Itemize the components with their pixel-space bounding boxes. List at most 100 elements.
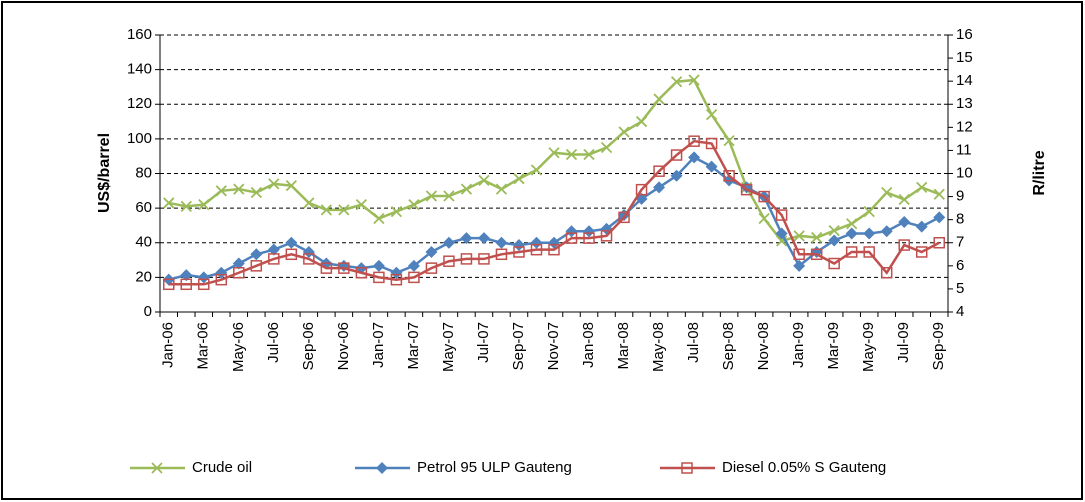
marker-stroke xyxy=(478,174,490,187)
data-point xyxy=(513,173,525,185)
data-point xyxy=(723,170,735,182)
x-tick-label: May-08 xyxy=(650,322,667,372)
data-point xyxy=(233,183,245,195)
x-tick-label: May-06 xyxy=(230,322,247,372)
data-point xyxy=(513,246,525,258)
data-point xyxy=(460,253,473,265)
data-point xyxy=(915,220,928,233)
marker-stroke xyxy=(355,199,368,211)
data-point xyxy=(285,248,298,261)
data-point xyxy=(565,232,578,244)
data-point xyxy=(548,147,560,159)
y2-tick-label: 12 xyxy=(956,118,973,135)
data-point xyxy=(478,174,490,187)
data-point xyxy=(530,164,543,176)
marker-stroke xyxy=(723,134,735,147)
legend-marker xyxy=(681,462,693,474)
y2-axis-title: R/litre xyxy=(1031,150,1048,195)
data-point xyxy=(600,141,613,154)
data-point xyxy=(548,243,560,256)
data-point xyxy=(390,273,403,286)
data-point xyxy=(915,246,928,258)
data-point xyxy=(635,183,648,196)
data-point xyxy=(215,273,228,286)
marker-stroke xyxy=(653,93,665,105)
legend-marker xyxy=(151,462,163,474)
data-point xyxy=(793,248,805,261)
data-point xyxy=(775,227,788,240)
data-point xyxy=(846,218,858,230)
marker-stroke xyxy=(600,141,613,154)
marker-stroke xyxy=(390,205,403,218)
y-tick-label: 40 xyxy=(135,234,152,251)
marker-stroke xyxy=(583,148,595,161)
data-point xyxy=(373,271,385,284)
y2-tick-label: 13 xyxy=(956,95,973,112)
data-point xyxy=(477,232,490,245)
data-point xyxy=(267,243,280,256)
data-point xyxy=(338,262,350,274)
data-point xyxy=(425,245,438,258)
marker-stroke xyxy=(198,199,210,211)
data-point xyxy=(180,278,193,291)
y-tick-label: 160 xyxy=(127,26,152,43)
data-point xyxy=(618,211,630,224)
x-tick-label: May-07 xyxy=(440,322,457,372)
x-tick-label: Nov-06 xyxy=(335,322,352,370)
x-tick-label: Mar-09 xyxy=(825,322,842,370)
data-point xyxy=(390,266,403,279)
marker-stroke xyxy=(933,188,945,200)
data-point xyxy=(705,109,718,121)
data-point xyxy=(425,262,438,274)
data-point xyxy=(828,257,840,270)
marker-stroke xyxy=(373,212,385,225)
data-point xyxy=(443,255,455,267)
data-point xyxy=(268,253,280,265)
x-tick-label: Nov-08 xyxy=(755,322,772,370)
data-point xyxy=(303,253,315,265)
data-point xyxy=(933,237,945,249)
marker-stroke xyxy=(618,126,630,138)
data-point xyxy=(250,248,263,261)
data-point xyxy=(880,267,893,279)
data-point xyxy=(565,225,578,238)
data-point xyxy=(233,267,245,279)
x-tick-label: Jan-08 xyxy=(580,322,597,368)
data-point xyxy=(460,183,473,195)
marker-stroke xyxy=(828,224,840,237)
x-tick-label: Jan-06 xyxy=(160,322,177,368)
marker-stroke xyxy=(215,185,227,197)
marker-stroke xyxy=(180,200,192,213)
data-point xyxy=(215,185,227,197)
data-point xyxy=(407,259,420,272)
data-point xyxy=(723,134,735,147)
series-line xyxy=(168,139,940,286)
y2-tick-label: 8 xyxy=(956,211,964,228)
data-point xyxy=(845,227,858,240)
data-point xyxy=(163,278,175,291)
data-point xyxy=(250,260,263,272)
y2-tick-label: 7 xyxy=(956,234,964,251)
x-tick-label: Jan-09 xyxy=(790,322,807,368)
data-point xyxy=(583,148,595,161)
x-tick-label: Sep-06 xyxy=(300,322,317,370)
data-point xyxy=(863,227,876,240)
data-point xyxy=(881,186,893,199)
x-tick-label: Mar-08 xyxy=(615,322,632,370)
data-point xyxy=(670,76,683,88)
data-point xyxy=(933,188,945,200)
marker-stroke xyxy=(151,462,163,474)
data-point xyxy=(705,137,718,150)
marker-stroke xyxy=(495,183,508,195)
x-tick-label: Mar-07 xyxy=(405,322,422,370)
data-point xyxy=(548,236,560,249)
data-point xyxy=(688,74,700,86)
data-point xyxy=(355,199,368,211)
legend-label: Crude oil xyxy=(192,459,252,476)
marker-stroke xyxy=(898,193,910,206)
data-point xyxy=(285,179,297,192)
data-point xyxy=(250,186,262,199)
marker-stroke xyxy=(705,109,718,121)
x-tick-label: Mar-06 xyxy=(195,322,212,370)
data-point xyxy=(495,248,508,261)
